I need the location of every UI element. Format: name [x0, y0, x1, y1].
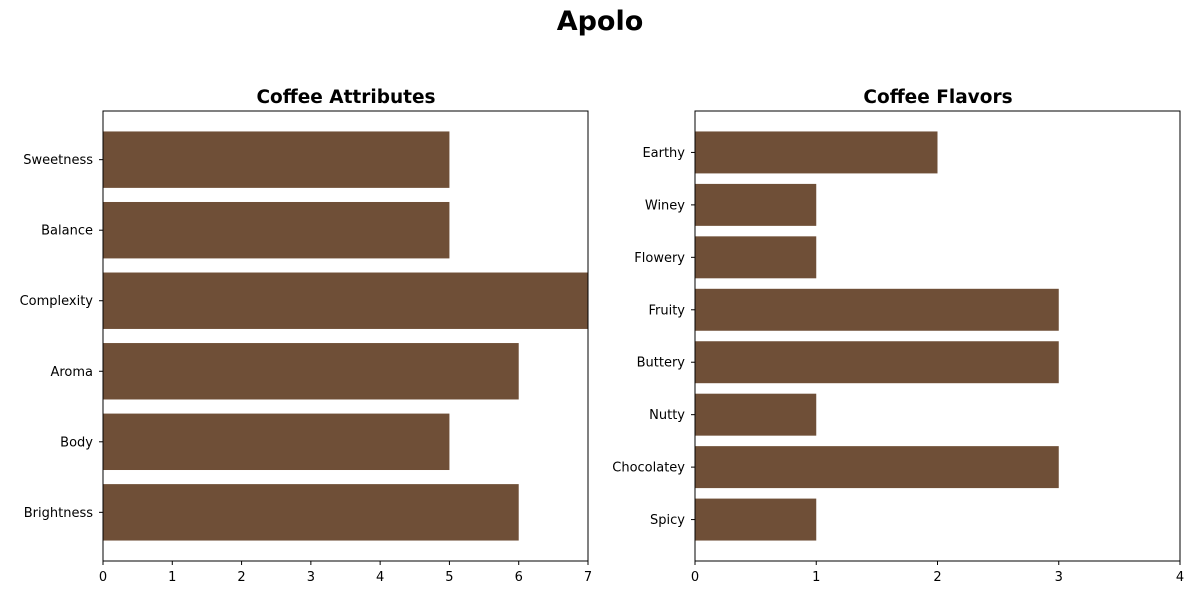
- y-tick-label: Buttery: [637, 356, 686, 371]
- x-tick-label: 3: [1055, 570, 1063, 585]
- bar-complexity: [103, 272, 588, 329]
- y-tick-label: Nutty: [649, 408, 685, 423]
- bar-buttery: [695, 341, 1059, 384]
- x-tick-label: 4: [1176, 570, 1184, 585]
- y-tick-label: Brightness: [24, 506, 93, 521]
- y-tick-label: Flowery: [634, 251, 685, 266]
- y-tick-label: Complexity: [20, 294, 94, 309]
- x-tick-label: 4: [376, 570, 384, 585]
- chart-title: Coffee Flavors: [863, 87, 1012, 108]
- y-tick-label: Sweetness: [23, 153, 93, 168]
- plot-frame: [102, 110, 589, 562]
- x-tick-label: 2: [237, 570, 245, 585]
- bar-balance: [103, 201, 450, 259]
- y-tick-label: Earthy: [642, 146, 685, 161]
- figure-title: Apolo: [556, 6, 644, 37]
- bar-brightness: [103, 484, 519, 541]
- bar-spicy: [695, 498, 817, 541]
- x-tick-label: 0: [691, 570, 699, 585]
- coffee-attributes-chart: Coffee Attributes Brightness Body Aroma Com…: [20, 87, 593, 585]
- y-tick-label: Chocolatey: [612, 461, 685, 476]
- bar-flowery: [695, 236, 817, 279]
- bar-nutty: [695, 393, 817, 436]
- x-tick-label: 5: [445, 570, 453, 585]
- bar-sweetness: [103, 131, 450, 188]
- x-tick-label: 3: [307, 570, 315, 585]
- chart-title: Coffee Attributes: [256, 87, 435, 108]
- y-tick-label: Winey: [645, 198, 685, 213]
- bar-fruity: [695, 288, 1059, 331]
- y-tick-label: Balance: [41, 224, 93, 239]
- x-tick-label: 2: [933, 570, 941, 585]
- bar-earthy: [695, 131, 938, 174]
- coffee-flavors-chart: Coffee Flavors Spicy Chocolatey Nutty Butte…: [612, 87, 1184, 585]
- plot-frame: [694, 110, 1181, 562]
- bar-winey: [695, 183, 817, 226]
- y-tick-label: Aroma: [50, 365, 93, 380]
- bar-aroma: [103, 343, 519, 400]
- bar-body: [103, 413, 450, 471]
- x-tick-label: 1: [812, 570, 820, 585]
- bar-chocolatey: [695, 446, 1059, 489]
- x-tick-label: 7: [584, 570, 592, 585]
- y-tick-label: Spicy: [650, 513, 685, 528]
- x-tick-label: 1: [168, 570, 176, 585]
- y-tick-label: Body: [60, 435, 93, 450]
- x-tick-label: 6: [515, 570, 523, 585]
- x-tick-label: 0: [99, 570, 107, 585]
- y-tick-label: Fruity: [648, 303, 685, 318]
